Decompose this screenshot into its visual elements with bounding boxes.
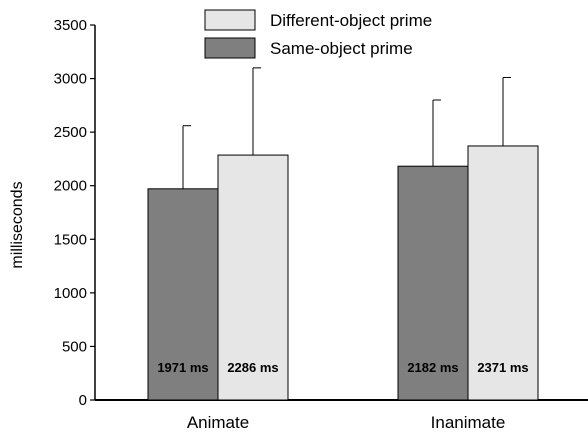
bar-value-label: 2182 ms [407,360,458,375]
bar-inanimate-different [467,145,539,401]
y-tick-label: 1000 [54,285,87,302]
legend-label: Same-object prime [270,39,413,58]
x-category-label: Inanimate [431,413,506,432]
legend-label: Different-object prime [270,11,432,30]
bar-animate-different [217,154,289,401]
y-tick-label: 3500 [54,17,87,34]
y-axis-label: milliseconds [9,181,26,268]
bars [147,145,539,401]
y-tick-label: 2000 [54,178,87,195]
y-tick-label: 2500 [54,124,87,141]
y-tick-label: 0 [79,392,87,409]
bar-value-label: 1971 ms [157,360,208,375]
data-labels: 1971 ms 2286 ms 2182 ms 2371 ms [157,360,528,375]
error-bars [182,67,511,189]
y-tick-label: 500 [62,338,87,355]
bar-value-label: 2371 ms [477,360,528,375]
y-tick-label: 1500 [54,231,87,248]
x-category-label: Animate [187,413,249,432]
y-tick-label: 3000 [54,71,87,88]
legend: Different-object prime Same-object prime [204,9,432,59]
bar-value-label: 2286 ms [227,360,278,375]
legend-swatch [204,9,256,31]
legend-swatch [204,37,256,59]
